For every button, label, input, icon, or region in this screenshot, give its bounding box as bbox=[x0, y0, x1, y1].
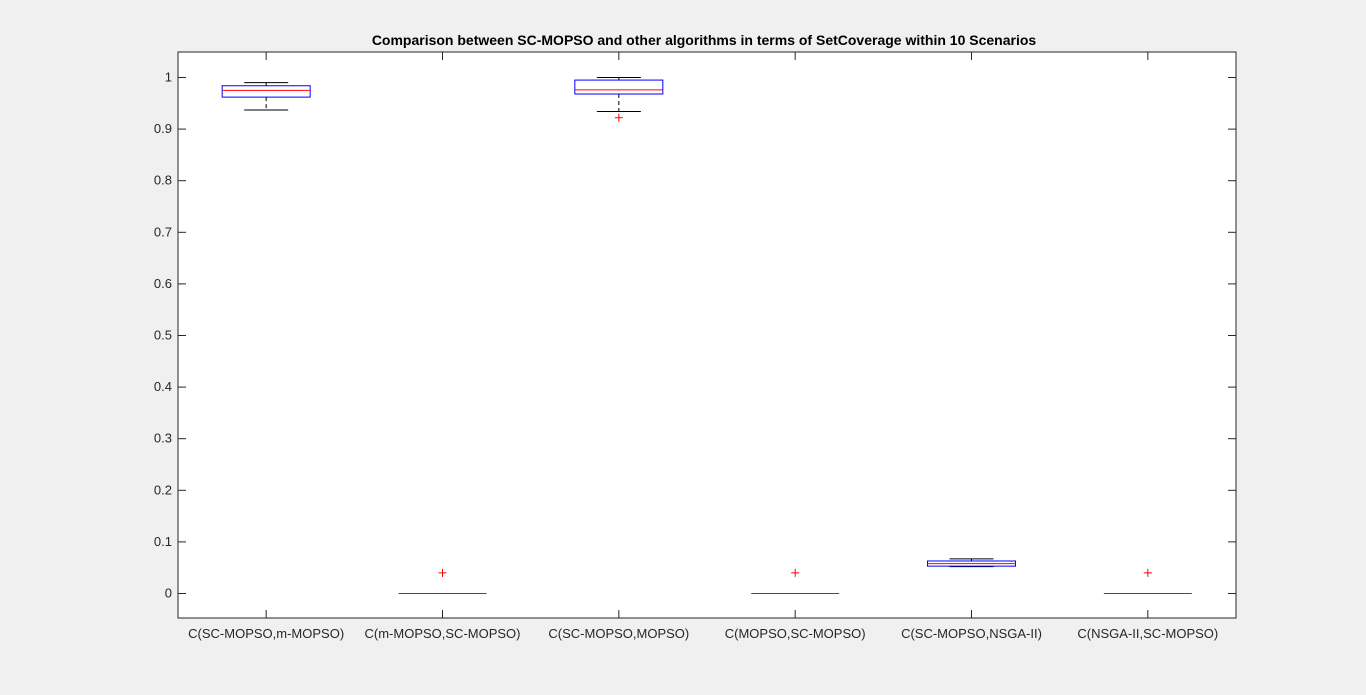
box-6 bbox=[1103, 568, 1192, 594]
box-4 bbox=[751, 568, 840, 594]
x-tick-label: C(SC-MOPSO,NSGA-II) bbox=[901, 626, 1042, 641]
box-2 bbox=[398, 568, 487, 594]
x-tick-label: C(SC-MOPSO,MOPSO) bbox=[548, 626, 689, 641]
y-tick-label: 1 bbox=[165, 70, 172, 85]
box-3 bbox=[574, 77, 664, 122]
y-tick-label: 0.8 bbox=[154, 173, 172, 188]
y-tick-label: 0.2 bbox=[154, 482, 172, 497]
axis-ticks bbox=[178, 52, 1236, 618]
x-tick-label: C(m-MOPSO,SC-MOPSO) bbox=[365, 626, 521, 641]
chart-title: Comparison between SC-MOPSO and other al… bbox=[372, 32, 1037, 48]
y-tick-label: 0.3 bbox=[154, 431, 172, 446]
y-tick-labels: 0 0.1 0.2 0.3 0.4 0.5 0.6 0.7 0.8 0.9 1 bbox=[154, 70, 172, 601]
x-tick-label: C(SC-MOPSO,m-MOPSO) bbox=[188, 626, 344, 641]
y-tick-label: 0 bbox=[165, 586, 172, 601]
outlier-marker bbox=[1143, 568, 1152, 577]
x-tick-label: C(MOPSO,SC-MOPSO) bbox=[725, 626, 866, 641]
outlier-marker bbox=[614, 113, 623, 122]
y-tick-label: 0.6 bbox=[154, 276, 172, 291]
box-1 bbox=[221, 82, 311, 111]
y-tick-label: 0.9 bbox=[154, 121, 172, 136]
y-tick-label: 0.5 bbox=[154, 328, 172, 343]
box-iqr bbox=[574, 79, 664, 95]
box-plots bbox=[221, 77, 1192, 594]
y-tick-label: 0.7 bbox=[154, 224, 172, 239]
box-5 bbox=[927, 558, 1016, 568]
x-tick-label: C(NSGA-II,SC-MOPSO) bbox=[1077, 626, 1218, 641]
axes-frame bbox=[177, 51, 1237, 619]
box-iqr bbox=[221, 85, 311, 98]
outlier-marker bbox=[438, 568, 447, 577]
x-tick-labels: C(SC-MOPSO,m-MOPSO) C(m-MOPSO,SC-MOPSO) C(… bbox=[188, 626, 1218, 641]
outlier-marker bbox=[791, 568, 800, 577]
axes-background bbox=[178, 52, 1236, 618]
y-tick-label: 0.4 bbox=[154, 379, 172, 394]
y-tick-label: 0.1 bbox=[154, 534, 172, 549]
